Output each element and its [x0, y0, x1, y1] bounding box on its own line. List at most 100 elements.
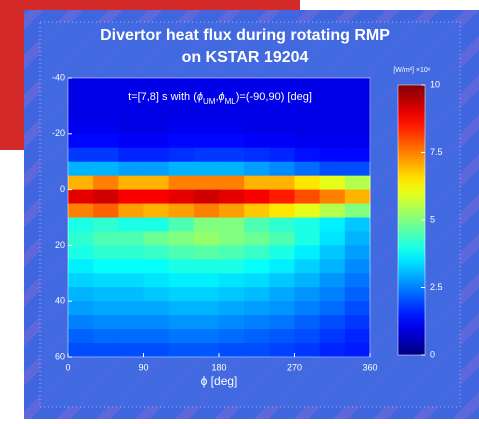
heatmap-cell: [269, 287, 295, 302]
heatmap-cell: [219, 231, 245, 246]
heatmap-cell: [344, 203, 371, 218]
heatmap-cell: [319, 273, 346, 288]
heatmap-cell: [193, 189, 220, 205]
heatmap-cell: [319, 91, 346, 107]
heatmap-cell: [344, 78, 371, 93]
heatmap-cell: [244, 119, 270, 135]
heatmap-cell: [118, 189, 144, 205]
heatmap-cell: [244, 245, 270, 260]
heatmap-cell: [118, 343, 144, 358]
heatmap-cell: [68, 315, 94, 330]
heatmap-cell: [219, 273, 245, 288]
heatmap-cell: [93, 133, 119, 149]
heatmap-cell: [219, 133, 245, 149]
heatmap-cell: [244, 273, 270, 288]
heatmap-cell: [93, 329, 119, 344]
heatmap-cell: [118, 329, 144, 344]
heatmap-cell: [168, 105, 195, 121]
heatmap-cell: [143, 133, 170, 149]
heatmap-cell: [219, 78, 245, 93]
annotation-part: ML: [225, 97, 237, 106]
heatmap-cell: [244, 161, 270, 177]
heatmap-cell: [93, 259, 119, 274]
heatmap-cell: [244, 91, 270, 107]
x-tick-label: 90: [138, 362, 148, 372]
heatmap-cell: [143, 203, 170, 218]
heatmap-cell: [344, 147, 371, 163]
heatmap-cell: [143, 119, 170, 135]
heatmap-cell: [118, 78, 144, 93]
heatmap-cell: [344, 273, 371, 288]
heatmap-cell: [68, 287, 94, 302]
heatmap-cell: [294, 217, 321, 232]
heatmap-cell: [344, 301, 371, 316]
y-tick-label: -40: [52, 72, 65, 82]
heatmap-cell: [344, 343, 371, 358]
heatmap-cell: [294, 119, 321, 135]
y-tick-label: -20: [52, 128, 65, 138]
heatmap-cell: [269, 133, 295, 149]
heatmap-cell: [168, 301, 195, 316]
heatmap-cell: [344, 133, 371, 149]
heatmap-cell: [193, 217, 220, 232]
heatmap-cell: [294, 287, 321, 302]
heatmap-cell: [319, 343, 346, 358]
heatmap-cell: [294, 161, 321, 177]
annotation-part: ϕ: [219, 91, 225, 103]
heatmap-cell: [68, 217, 94, 232]
heatmap-cell: [143, 91, 170, 107]
heatmap-cell: [244, 217, 270, 232]
heatmap-cell: [68, 175, 94, 191]
heatmap-cell: [294, 78, 321, 93]
heatmap-cell: [319, 217, 346, 232]
heatmap-cell: [219, 161, 245, 177]
heatmap-cell: [219, 217, 245, 232]
heatmap-cell: [244, 315, 270, 330]
heatmap-cell: [269, 175, 295, 191]
heatmap-cell: [294, 91, 321, 107]
heatmap-cell: [344, 315, 371, 330]
heatmap-cell: [193, 161, 220, 177]
heatmap-cell: [219, 175, 245, 191]
heatmap-cell: [269, 329, 295, 344]
heatmap-cell: [168, 259, 195, 274]
heatmap-cell: [193, 91, 220, 107]
heatmap-cell: [344, 91, 371, 107]
colorbar-label: [W/m²] ×10⁶: [393, 67, 430, 74]
heatmap-cell: [319, 105, 346, 121]
heatmap-cell: [193, 259, 220, 274]
heatmap-cell: [93, 273, 119, 288]
heatmap-cell: [118, 273, 144, 288]
heatmap-cell: [143, 105, 170, 121]
heatmap-cell: [244, 343, 270, 358]
heatmap-cell: [344, 119, 371, 135]
heatmap-cell: [344, 175, 371, 191]
heatmap-cell: [244, 203, 270, 218]
heatmap-cell: [168, 245, 195, 260]
heatmap-cell: [244, 133, 270, 149]
heatmap-cell: [118, 119, 144, 135]
heatmap-cell: [168, 273, 195, 288]
heatmap-cell: [219, 329, 245, 344]
heatmap-cell: [118, 301, 144, 316]
heatmap-cell: [193, 105, 220, 121]
heatmap-cell: [118, 217, 144, 232]
colorbar-tick-label: 10: [430, 79, 440, 89]
heatmap-cell: [269, 343, 295, 358]
heatmap-cell: [93, 119, 119, 135]
heatmap-cell: [193, 287, 220, 302]
heatmap-cell: [168, 203, 195, 218]
heatmap-cell: [344, 329, 371, 344]
heatmap-cell: [68, 259, 94, 274]
heatmap-cell: [193, 78, 220, 93]
heatmap-cell: [143, 78, 170, 93]
heatmap-cell: [143, 259, 170, 274]
heatmap-cell: [168, 175, 195, 191]
heatmap-cell: [219, 259, 245, 274]
heatmap-cell: [294, 273, 321, 288]
heatmap-cell: [269, 217, 295, 232]
heatmap-cell: [219, 343, 245, 358]
heatmap-cell: [168, 189, 195, 205]
heatmap-cell: [193, 273, 220, 288]
